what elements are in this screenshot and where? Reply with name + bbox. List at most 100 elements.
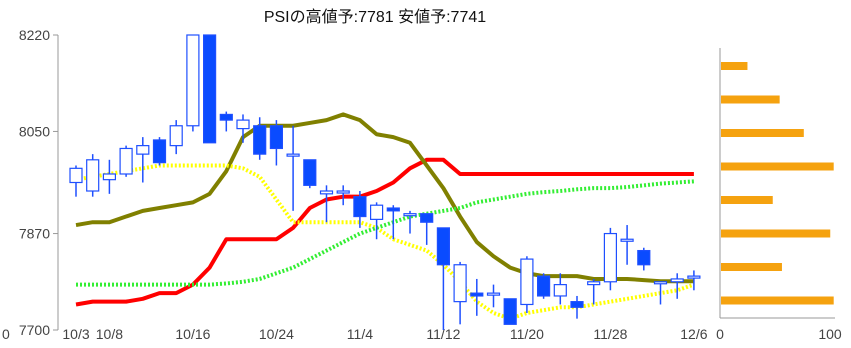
y-tick-label: 8220 <box>19 27 50 43</box>
chart-title: PSIの高値予:7781 安値予:7741 <box>264 8 486 26</box>
x-tick-label: 11/28 <box>593 326 627 342</box>
candle <box>486 284 501 308</box>
candle-body-up <box>587 281 601 286</box>
candle-body-up <box>336 190 350 194</box>
candle-body-up <box>286 153 300 157</box>
candle-body-up <box>186 34 200 127</box>
candle <box>286 125 300 211</box>
candle-body-up <box>553 284 567 297</box>
volume-x-tick-100: 100 <box>818 326 842 342</box>
candle <box>136 137 150 183</box>
candle-body-down <box>570 301 584 308</box>
volume-bars <box>721 62 834 305</box>
candle <box>353 191 367 228</box>
volume-bar <box>721 162 834 171</box>
volume-bar <box>721 263 782 271</box>
price-chart: 8220 8050 7870 7700 0 10/3 10/8 10/16 10/24 11/… <box>2 27 708 342</box>
volume-distribution-chart: 0 100 <box>716 48 842 342</box>
candle-body-up <box>670 278 684 283</box>
candle-body-up <box>687 275 701 279</box>
x-tick-label: 10/8 <box>96 326 123 342</box>
candle <box>620 225 634 265</box>
candle <box>536 273 551 299</box>
candle <box>670 273 684 299</box>
price-x-ticks: 10/3 10/8 10/16 10/24 11/4 11/12 11/20 11/28 12/… <box>62 326 707 342</box>
candle <box>570 295 584 319</box>
candle-body-down <box>219 113 233 121</box>
candle <box>587 278 601 305</box>
candle-body-down <box>536 275 551 297</box>
series-line-2 <box>75 163 695 321</box>
candle-body-up <box>319 190 334 195</box>
candle-body-up <box>620 238 634 242</box>
candle-body-up <box>86 159 100 192</box>
candle <box>203 34 217 144</box>
volume-bar <box>721 229 831 238</box>
x-tick-label: 12/6 <box>680 326 707 342</box>
candle <box>303 159 317 189</box>
volume-bar <box>721 196 773 204</box>
candle-body-up <box>403 213 417 217</box>
candle <box>653 281 668 305</box>
candle-body-up <box>136 145 150 155</box>
candle <box>453 261 467 325</box>
candle <box>152 137 167 166</box>
candle <box>169 120 183 155</box>
candle-body-down <box>637 249 651 266</box>
candle-body-up <box>653 281 668 285</box>
x-tick-label: 10/16 <box>175 326 210 342</box>
y-tick-label: 7870 <box>19 226 50 242</box>
candle-body-up <box>603 232 618 283</box>
candle <box>186 34 200 132</box>
candle <box>69 165 83 197</box>
candle <box>319 185 334 223</box>
candle-body-up <box>453 264 467 303</box>
candle <box>403 210 417 234</box>
volume-x-tick-0: 0 <box>716 326 724 342</box>
candle-body-up <box>370 204 384 220</box>
candle-body-up <box>69 167 83 184</box>
candle-body-down <box>253 125 267 155</box>
candle <box>436 227 450 330</box>
candle-body-down <box>303 159 317 186</box>
candle <box>370 202 384 240</box>
y-tick-label: 8050 <box>19 123 50 139</box>
x-tick-label: 11/4 <box>347 326 373 342</box>
candle <box>603 227 618 291</box>
candle <box>503 298 517 325</box>
candle-body-up <box>486 292 501 296</box>
candle <box>470 278 484 316</box>
candle <box>336 185 350 206</box>
series-line-1 <box>75 112 694 284</box>
candle-body-down <box>269 125 283 150</box>
candle-body-down <box>353 196 367 218</box>
volume-bar <box>721 95 780 104</box>
x-tick-label: 10/3 <box>62 326 89 342</box>
candle-body-down <box>386 207 400 212</box>
candle <box>269 120 283 166</box>
candlesticks <box>69 34 701 330</box>
y-axis-extra-label: 0 <box>2 326 10 342</box>
candle-body-up <box>119 147 133 175</box>
series-line-3 <box>76 179 695 287</box>
candle <box>687 270 701 291</box>
x-tick-label: 10/24 <box>259 326 294 342</box>
candle <box>637 247 651 271</box>
candle <box>236 114 250 143</box>
volume-bar <box>721 296 834 305</box>
candle <box>219 111 233 132</box>
candle <box>102 159 117 194</box>
candle <box>386 205 400 240</box>
x-tick-label: 11/12 <box>426 326 460 342</box>
candle-body-down <box>420 213 434 223</box>
candle <box>119 145 133 177</box>
volume-bar <box>721 129 804 137</box>
volume-bar <box>721 62 748 70</box>
candle-body-down <box>470 292 484 297</box>
candle <box>253 117 267 160</box>
candle <box>553 273 567 305</box>
x-tick-label: 11/20 <box>510 326 544 342</box>
price-y-ticks: 8220 8050 7870 7700 <box>19 27 58 338</box>
candle-body-down <box>503 298 517 325</box>
